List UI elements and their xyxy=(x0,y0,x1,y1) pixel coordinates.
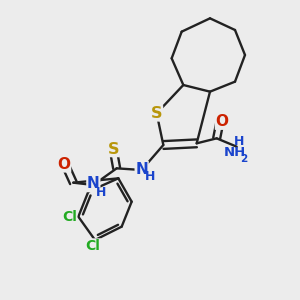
Text: N: N xyxy=(135,161,148,176)
Text: Cl: Cl xyxy=(62,210,77,224)
Text: O: O xyxy=(215,114,229,129)
Text: 2: 2 xyxy=(240,154,247,164)
Text: H: H xyxy=(145,170,155,184)
Text: H: H xyxy=(233,135,244,148)
Text: N: N xyxy=(87,176,100,191)
Text: O: O xyxy=(58,157,70,172)
Text: H: H xyxy=(96,185,106,199)
Text: Cl: Cl xyxy=(85,239,100,253)
Text: NH: NH xyxy=(224,146,246,159)
Text: S: S xyxy=(151,106,162,121)
Text: S: S xyxy=(108,142,119,157)
